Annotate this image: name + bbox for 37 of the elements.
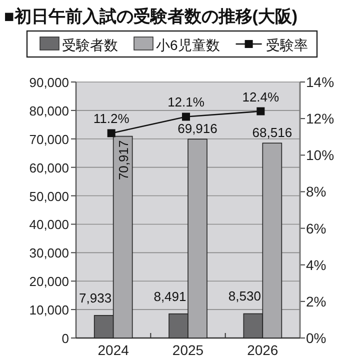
data-label: 68,516 xyxy=(252,125,292,140)
data-label: 69,916 xyxy=(178,121,218,136)
data-label: 7,933 xyxy=(79,290,112,306)
data-label: 12.4% xyxy=(242,89,280,104)
y-tick-label: 0 xyxy=(62,331,69,346)
point xyxy=(256,107,265,116)
legend-label: 受験率 xyxy=(266,37,308,53)
y-tick-label: 90,000 xyxy=(29,75,69,90)
data-label: 8,491 xyxy=(154,288,186,304)
point xyxy=(107,129,116,138)
data-label: 11.2% xyxy=(93,111,130,126)
x-tick-label: 2025 xyxy=(172,342,204,358)
y2-tick-label: 12% xyxy=(306,110,334,127)
y-tick-label: 20,000 xyxy=(29,274,69,290)
point xyxy=(182,112,190,121)
x-tick-label: 2026 xyxy=(247,342,278,358)
y2-tick-label: 8% xyxy=(306,184,326,200)
y2-tick-label: 6% xyxy=(306,220,326,236)
y2-tick-label: 0% xyxy=(306,330,326,346)
data-label: 70,917 xyxy=(116,140,131,180)
legend-label: 小6児童数 xyxy=(156,37,220,53)
y-tick-label: 50,000 xyxy=(29,188,69,204)
y2-tick-label: 10% xyxy=(306,147,334,164)
y-tick-label: 10,000 xyxy=(29,302,69,318)
y-tick-label: 70,000 xyxy=(29,132,69,147)
y-tick-label: 40,000 xyxy=(29,217,69,232)
y-tick-label: 80,000 xyxy=(29,103,69,118)
legend-label: 受験者数 xyxy=(62,37,118,53)
data-label: 8,530 xyxy=(228,288,261,304)
y2-tick-label: 2% xyxy=(306,293,326,310)
y-tick-label: 30,000 xyxy=(29,246,69,261)
y-tick-label: 60,000 xyxy=(29,160,69,176)
chart-title: ■初日午前入試の受験者数の推移(大阪) xyxy=(4,7,298,26)
y2-tick-label: 14% xyxy=(306,74,334,90)
x-tick-label: 2024 xyxy=(98,342,130,358)
data-label: 12.1% xyxy=(168,94,205,110)
y2-tick-label: 4% xyxy=(306,256,326,273)
